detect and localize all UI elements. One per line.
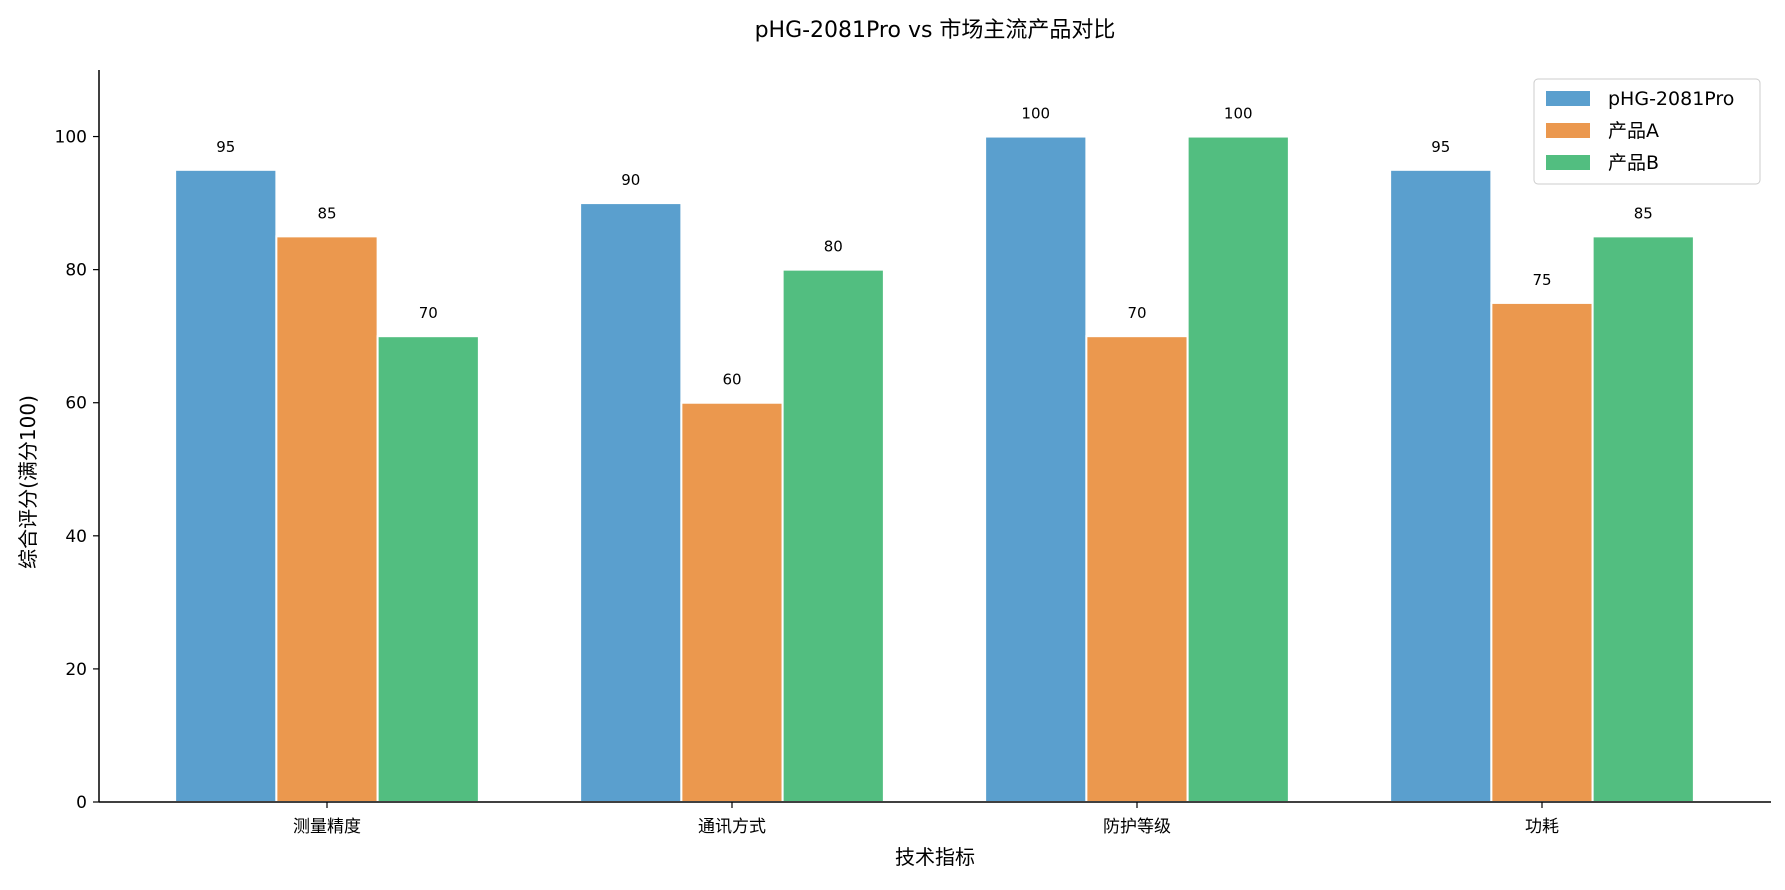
data-label-2-3: 70 <box>1127 304 1146 322</box>
bar-3-4 <box>1591 235 1695 803</box>
x-axis-label: 技术指标 <box>895 845 975 869</box>
x-tick-label-3: 防护等级 <box>1103 817 1171 837</box>
bar-3-1 <box>376 335 480 803</box>
y-axis-label: 综合评分(满分100) <box>16 395 40 569</box>
y-axis: 0 20 40 60 80 100 <box>55 70 100 813</box>
bar-2-2 <box>680 401 784 803</box>
chart-title: pHG-2081Pro vs 市场主流产品对比 <box>755 18 1116 43</box>
bar-1-1 <box>174 168 278 803</box>
legend-box <box>1533 78 1761 185</box>
y-tick-label-1: 0 <box>76 793 87 813</box>
bar-1-2 <box>579 202 683 804</box>
data-label-2-2: 60 <box>722 371 741 389</box>
bar-3-2 <box>781 268 885 803</box>
data-label-1-3: 100 <box>1021 105 1050 123</box>
y-tick-label-2: 20 <box>65 660 87 680</box>
x-axis: 测量精度 通讯方式 防护等级 功耗 <box>99 801 1771 837</box>
data-label-3-4: 85 <box>1634 204 1653 222</box>
bar-1-3 <box>984 135 1088 803</box>
legend-label-1: pHG-2081Pro <box>1608 88 1734 110</box>
legend-swatch-1 <box>1546 91 1590 106</box>
y-tick-label-6: 100 <box>55 128 87 148</box>
legend-label-2: 产品A <box>1608 120 1659 142</box>
data-label-1-4: 95 <box>1431 138 1450 156</box>
x-tick-label-4: 功耗 <box>1525 817 1559 837</box>
y-tick-label-4: 60 <box>65 394 87 414</box>
legend-label-3: 产品B <box>1608 152 1659 174</box>
legend-swatch-3 <box>1546 155 1590 170</box>
bar-3-3 <box>1186 135 1290 803</box>
y-tick-label-3: 40 <box>65 527 87 547</box>
y-tick-label-5: 80 <box>65 261 87 281</box>
data-label-1-2: 90 <box>621 171 640 189</box>
bar-1-4 <box>1389 168 1493 803</box>
x-tick-label-1: 测量精度 <box>293 817 361 837</box>
bar-2-4 <box>1490 301 1594 803</box>
data-label-3-1: 70 <box>419 304 438 322</box>
data-label-3-3: 100 <box>1224 105 1253 123</box>
plot-area: 95 90 100 95 85 60 70 75 70 80 100 85 <box>174 105 1695 804</box>
data-label-3-2: 80 <box>824 238 843 256</box>
data-label-2-1: 85 <box>317 204 336 222</box>
legend-swatch-2 <box>1546 123 1590 138</box>
bar-2-3 <box>1085 335 1189 803</box>
x-tick-label-2: 通讯方式 <box>698 817 766 837</box>
bar-2-1 <box>275 235 379 803</box>
legend: pHG-2081Pro 产品A 产品B <box>1533 78 1761 185</box>
data-label-2-4: 75 <box>1532 271 1551 289</box>
data-label-1-1: 95 <box>216 138 235 156</box>
